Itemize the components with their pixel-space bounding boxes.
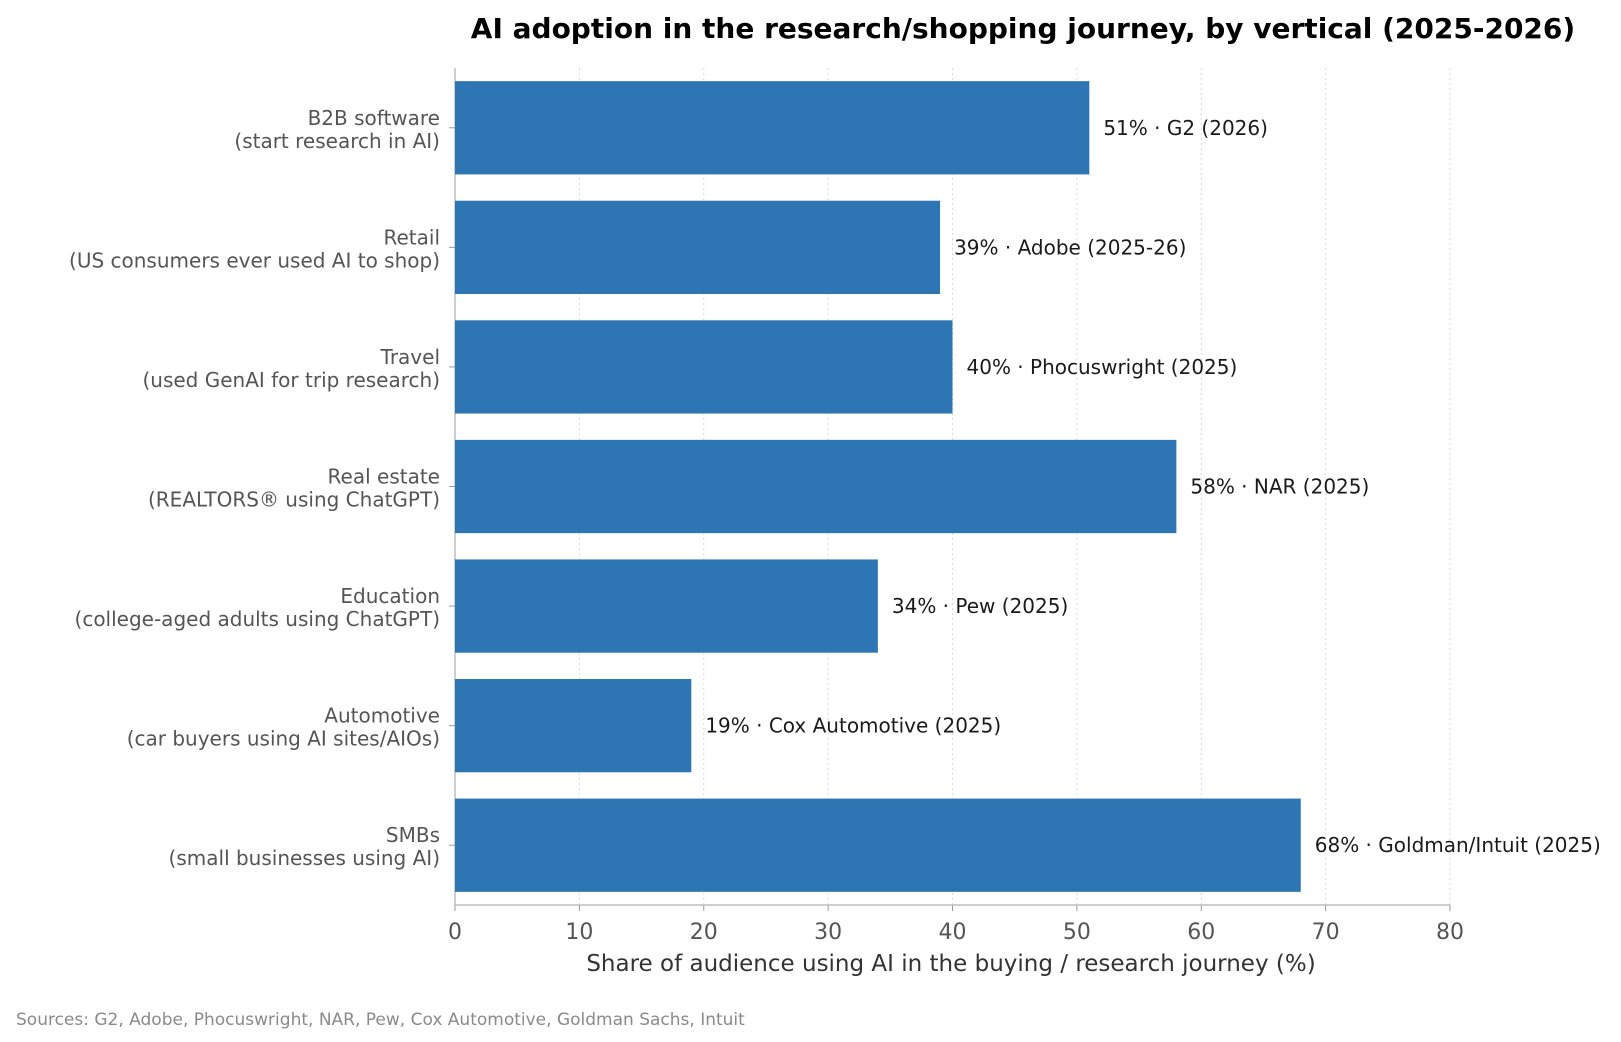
x-tick-label: 50 [1063,920,1091,945]
x-tick-labels: 0 10 20 30 40 50 60 70 80 [448,920,1464,945]
data-labels: 51% · G2 (2026) 39% · Adobe (2025-26) 40% … [705,116,1600,857]
data-label: 39% · Adobe (2025-26) [954,235,1186,259]
bars [455,81,1301,892]
bar [455,559,878,653]
x-tick-label: 60 [1187,920,1215,945]
data-label: 68% · Goldman/Intuit (2025) [1315,833,1601,857]
x-tick-label: 80 [1436,920,1464,945]
bar [455,679,692,773]
x-tick-label: 10 [565,920,593,945]
data-label: 58% · NAR (2025) [1190,475,1369,499]
x-tick-label: 40 [939,920,967,945]
x-tick-label: 0 [448,920,462,945]
data-label: 40% · Phocuswright (2025) [967,355,1238,379]
x-tick-label: 20 [690,920,718,945]
bar [455,439,1177,534]
category-label: Travel (used GenAI for trip research) [142,345,440,392]
category-label: B2B software (start research in AI) [234,106,440,153]
source-note: Sources: G2, Adobe, Phocuswright, NAR, P… [16,1010,745,1030]
category-label: SMBs (small businesses using AI) [169,823,440,870]
data-label: 34% · Pew (2025) [892,594,1068,618]
bar [455,200,941,294]
bar [455,320,953,414]
bar [455,798,1301,892]
x-tick-label: 30 [814,920,842,945]
bar [455,81,1090,175]
x-axis-title: Share of audience using AI in the buying… [586,951,1315,977]
data-label: 19% · Cox Automotive (2025) [705,714,1001,738]
chart-title: AI adoption in the research/shopping jou… [471,12,1575,45]
category-labels: B2B software (start research in AI) Retail… [69,106,440,870]
data-label: 51% · G2 (2026) [1103,116,1268,140]
category-label: Education (college-aged adults using Chat… [75,584,440,631]
category-label: Automotive (car buyers using AI sites/AIO… [127,704,440,751]
x-tick-label: 70 [1312,920,1340,945]
category-label: Real estate (REALTORS® using ChatGPT) [148,465,440,512]
category-label: Retail (US consumers ever used AI to shop… [69,225,440,272]
